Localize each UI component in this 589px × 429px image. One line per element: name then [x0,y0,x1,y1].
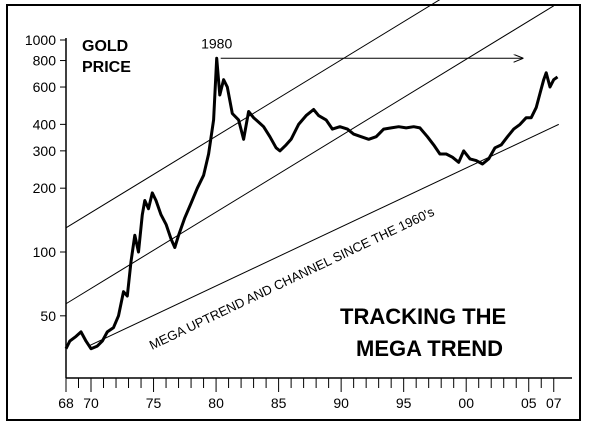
x-tick-label: 00 [458,395,474,411]
y-tick-label: 800 [33,53,57,69]
channel-label: MEGA UPTREND AND CHANNEL SINCE THE 1960'… [147,204,437,353]
x-tick-label: 68 [58,395,74,411]
x-tick-label: 80 [208,395,224,411]
peak-label: 1980 [201,35,232,51]
channel-lines [65,0,559,347]
channel-line [65,0,441,229]
x-tick-label: 07 [546,395,562,411]
x-tick-label: 05 [521,395,537,411]
x-tick-label: 70 [83,395,99,411]
channel-line [65,5,555,305]
x-tick-label: 95 [396,395,412,411]
peak-annotation: 1980 [201,35,522,58]
x-tick-label: 90 [333,395,349,411]
y-tick-label: 100 [33,244,57,260]
y-tick-label: 300 [33,143,57,159]
y-tick-label: 600 [33,79,57,95]
y-tick-label: 50 [40,308,56,324]
chart-title-gold: GOLD [82,38,128,55]
headline-line-2: MEGA TREND [356,336,503,361]
y-axis: 50 100 200 300 400 600 800 1000 [25,32,67,378]
y-tick-label: 400 [33,116,57,132]
price-series [64,56,559,351]
gold-price-line [64,56,559,351]
x-tick-label: 75 [146,395,162,411]
y-tick-label: 200 [33,180,57,196]
x-tick-label: 85 [271,395,287,411]
y-tick-label: 1000 [25,32,56,48]
headline-line-1: TRACKING THE [340,304,506,329]
x-axis: 68 70 75 80 85 90 95 00 05 07 [58,377,572,411]
chart-title-price: PRICE [82,59,131,76]
chart-frame [6,4,581,421]
